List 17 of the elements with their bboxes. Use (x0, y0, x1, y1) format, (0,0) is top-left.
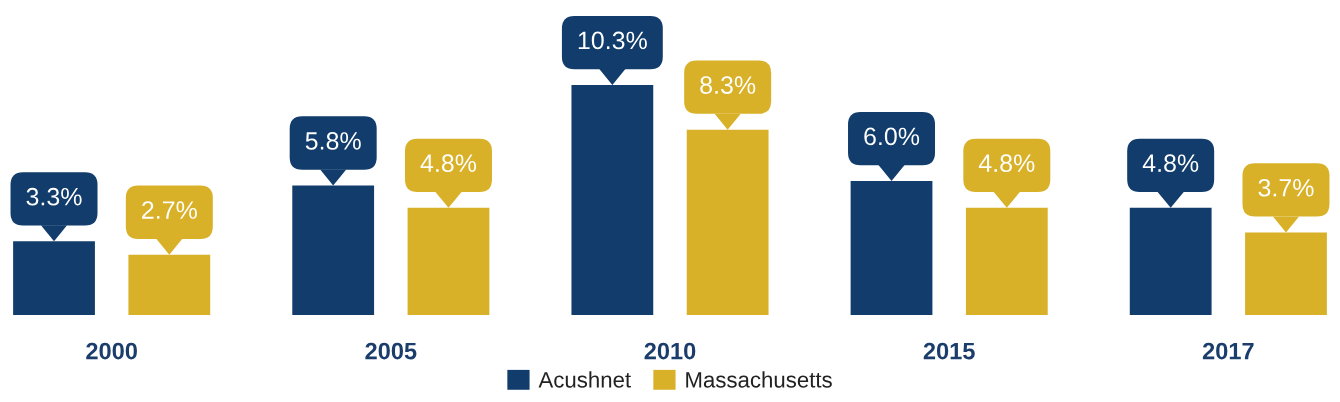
data-label: 2.7% (142, 201, 197, 219)
x-tick-label: 2000 (86, 342, 137, 360)
legend-label: Acushnet (538, 371, 631, 388)
x-tick-label: 2017 (1202, 342, 1254, 360)
data-label: 4.8% (1142, 154, 1199, 173)
x-tick-label: 2015 (923, 342, 975, 360)
data-label: 6.0% (864, 127, 920, 146)
data-label: 8.3% (700, 76, 756, 94)
data-label: 3.7% (1258, 178, 1314, 197)
x-tick-label: 2005 (365, 342, 417, 360)
data-label: 4.8% (978, 154, 1035, 173)
data-label: 10.3% (578, 31, 647, 50)
data-label: 4.8% (420, 154, 477, 173)
data-label: 5.8% (305, 132, 361, 150)
data-label: 3.3% (26, 187, 82, 206)
legend-label: Massachusetts (686, 371, 832, 388)
x-tick-label: 2010 (644, 342, 696, 360)
